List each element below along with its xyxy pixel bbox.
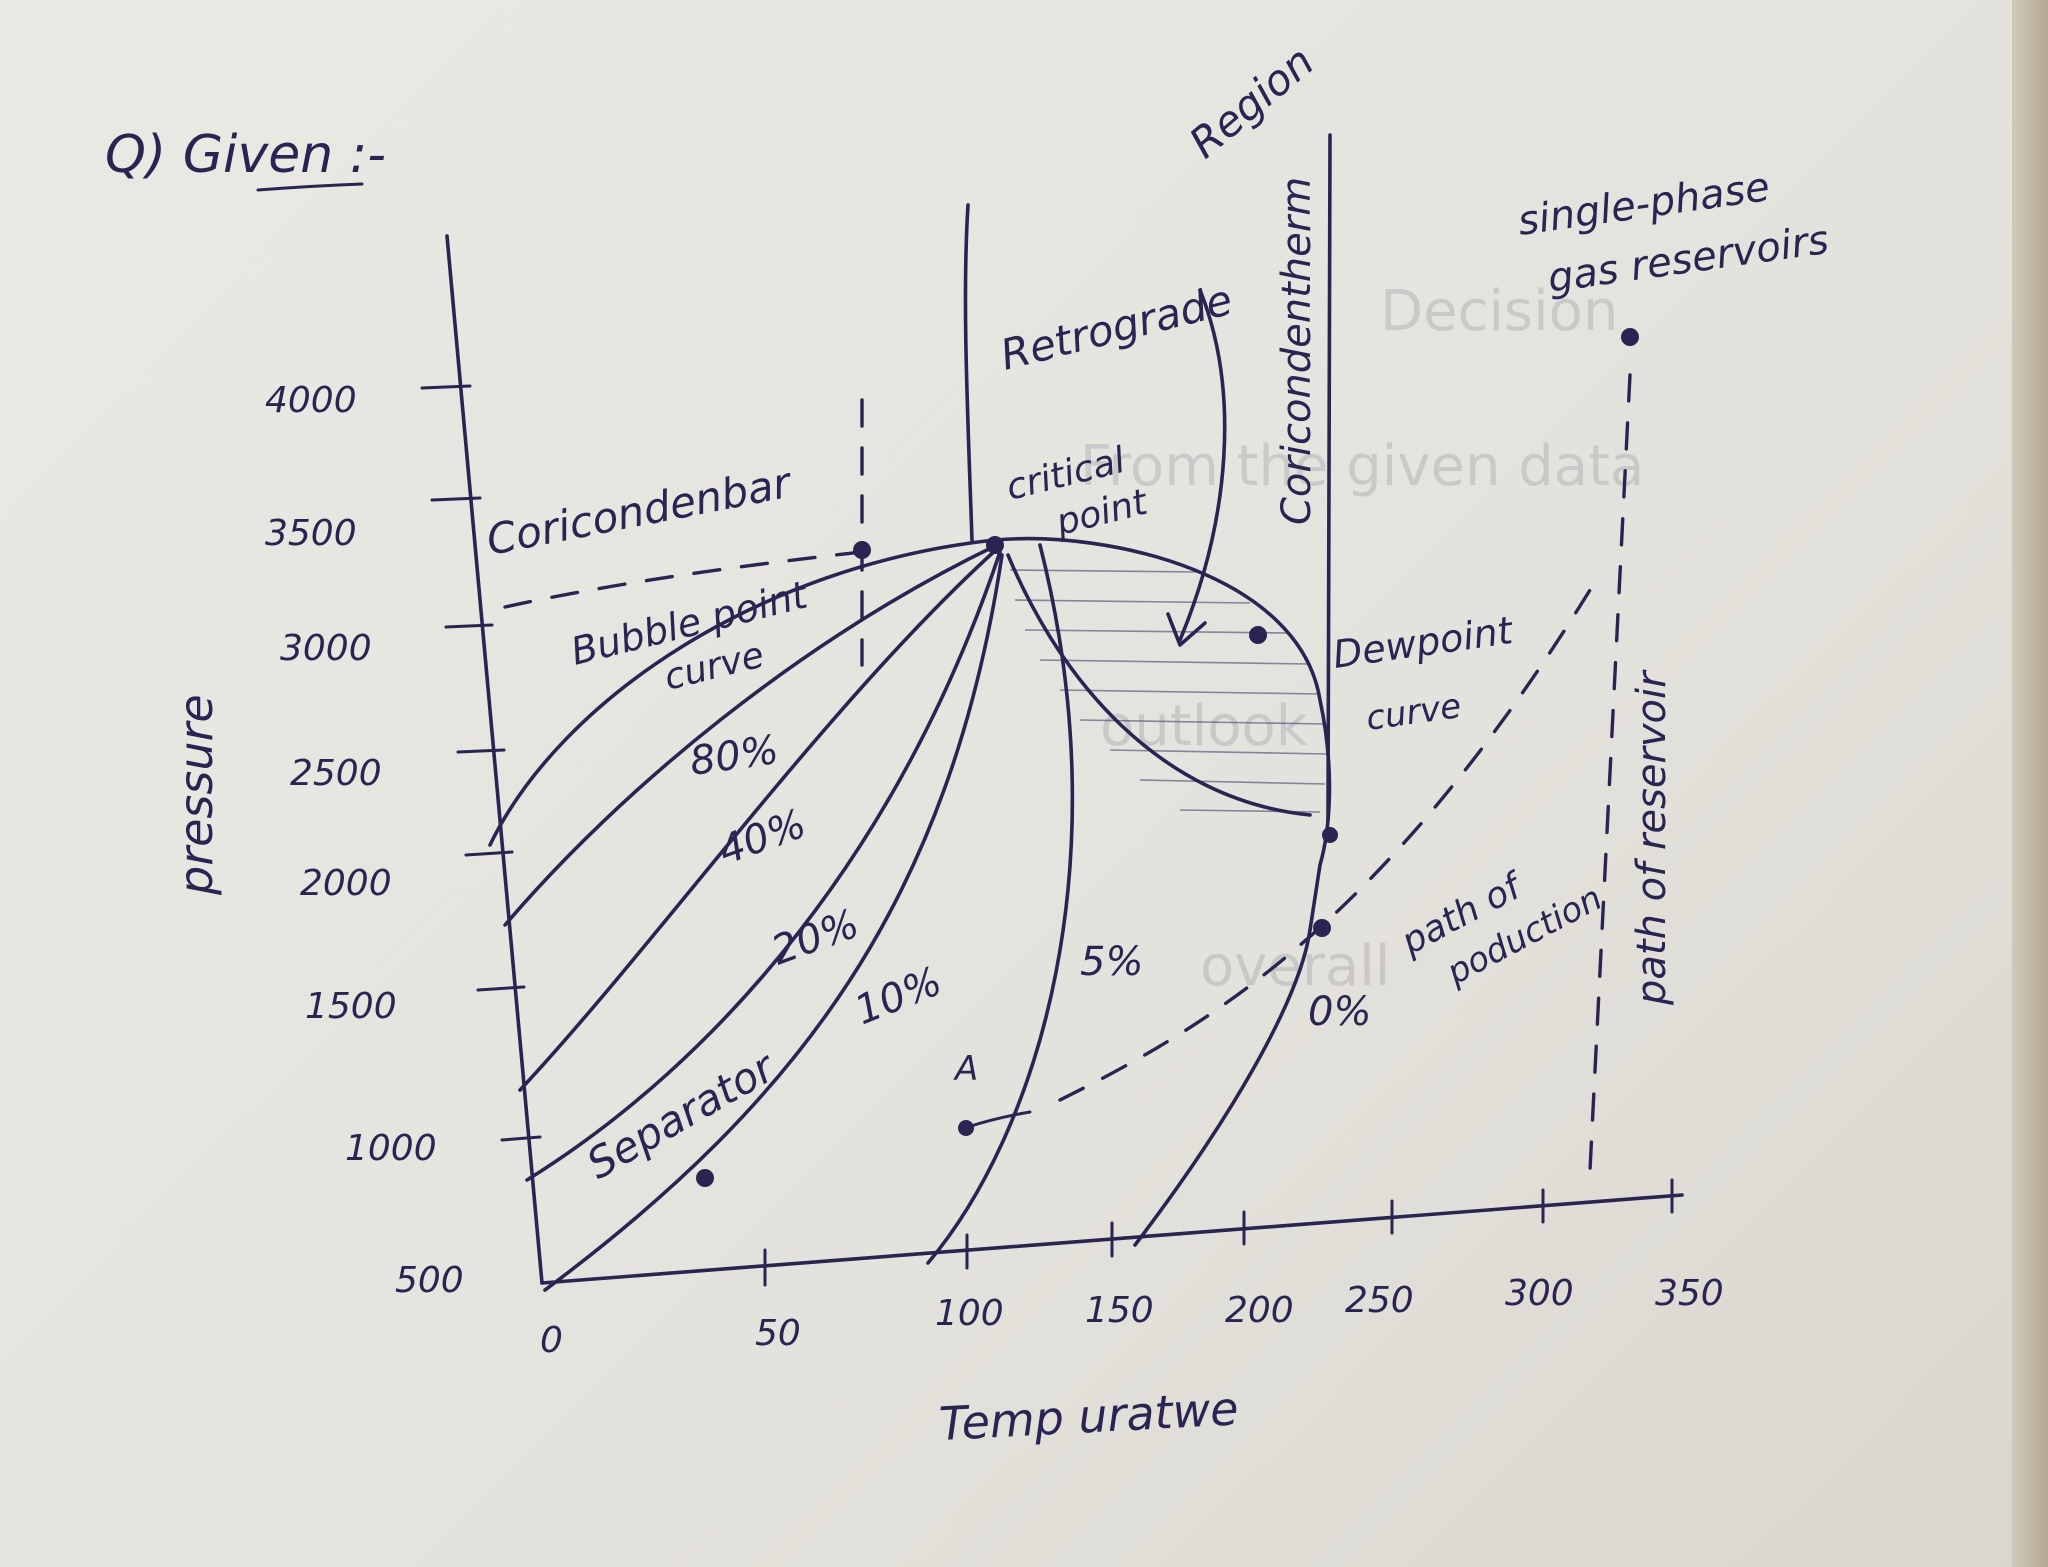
label-cricondentherm: Coricondentherm [1274, 177, 1320, 525]
zero-percent-marker [1313, 919, 1331, 937]
y-axis [445, 234, 544, 1285]
separator-marker [696, 1169, 714, 1187]
production-path-dashed [1058, 588, 1592, 1102]
label-point-a: A [953, 1049, 978, 1089]
ghost-decision: Decision [1380, 279, 1618, 344]
dewpoint-marker [1249, 626, 1267, 644]
cricondentherm-marker [1322, 827, 1338, 843]
y-tick-labels: 4000 3500 3000 2500 2000 1500 1000 500 [265, 380, 464, 1301]
heading-underline [256, 182, 364, 192]
retrograde-arrowhead [1166, 612, 1207, 647]
markers [696, 328, 1639, 1187]
label-5-percent: 5% [1080, 939, 1143, 985]
y-tick-1000: 1000 [345, 1128, 437, 1169]
point-a-marker [958, 1120, 974, 1136]
label-10-percent: 10% [849, 958, 949, 1034]
y-tick-3500: 3500 [265, 513, 357, 554]
quality-line-40 [518, 546, 1000, 1092]
retrograde-left-boundary [963, 203, 974, 542]
retrograde-arrow [1178, 288, 1227, 642]
ghost-text: Decision From the given data outlook ove… [1080, 279, 1644, 999]
reservoir-marker [1621, 328, 1639, 346]
label-dewpoint: Dewpoint [1330, 608, 1517, 677]
ghost-overall: overall [1200, 934, 1390, 999]
bubble-point-curve [488, 538, 997, 847]
x-tick-0: 0 [540, 1320, 563, 1361]
label-cricondenbar: Coricondenbar [483, 457, 798, 564]
x-tick-100: 100 [935, 1293, 1004, 1334]
y-tick-2500: 2500 [290, 753, 382, 794]
retrograde-inner-curve [1006, 553, 1312, 817]
x-tick-200: 200 [1225, 1290, 1294, 1331]
reservoir-path-dashed [1588, 373, 1632, 1172]
x-ticks [763, 1178, 1674, 1287]
page-edge [2012, 0, 2048, 1567]
cricondenbar-dashed [503, 548, 882, 609]
label-40-percent: 40% [713, 801, 812, 875]
x-tick-50: 50 [755, 1313, 801, 1354]
x-tick-250: 250 [1345, 1280, 1414, 1321]
y-tick-1500: 1500 [305, 986, 397, 1027]
quality-line-80 [503, 543, 999, 927]
x-tick-300: 300 [1505, 1273, 1574, 1314]
label-dewpoint-curve: curve [1364, 686, 1464, 739]
y-tick-3000: 3000 [280, 628, 372, 669]
x-tick-labels: 0 50 100 150 200 250 300 350 [540, 1273, 1724, 1361]
quality-line-0 [1133, 928, 1312, 1247]
label-region: Region [1180, 36, 1323, 167]
critical-point-marker [986, 536, 1004, 554]
quality-line-5 [926, 543, 1075, 1265]
point-a-leader [966, 1110, 1032, 1129]
cricondenbar-marker [853, 541, 871, 559]
y-tick-2000: 2000 [300, 863, 392, 904]
y-axis-label: pressure [169, 694, 223, 896]
cricondentherm-line [1326, 133, 1332, 822]
ghost-from-given: From the given data [1080, 434, 1644, 499]
quality-line-10 [543, 553, 1004, 1292]
x-axis-label: Temp uratwe [938, 1381, 1240, 1451]
retrograde-hatch [1009, 569, 1329, 813]
x-tick-150: 150 [1085, 1290, 1154, 1331]
y-tick-500: 500 [395, 1260, 464, 1301]
ghost-outlook: outlook [1100, 694, 1309, 759]
label-path-of-reservoir: path of reservoir [1629, 669, 1675, 1006]
question-heading: Q) Given :- [105, 125, 386, 185]
quality-line-20 [525, 550, 1002, 1182]
y-ticks [420, 384, 542, 1142]
y-tick-4000: 4000 [265, 380, 357, 421]
label-retrograde: Retrograde [996, 275, 1237, 380]
label-0-percent: 0% [1308, 989, 1371, 1035]
x-tick-350: 350 [1655, 1273, 1724, 1314]
